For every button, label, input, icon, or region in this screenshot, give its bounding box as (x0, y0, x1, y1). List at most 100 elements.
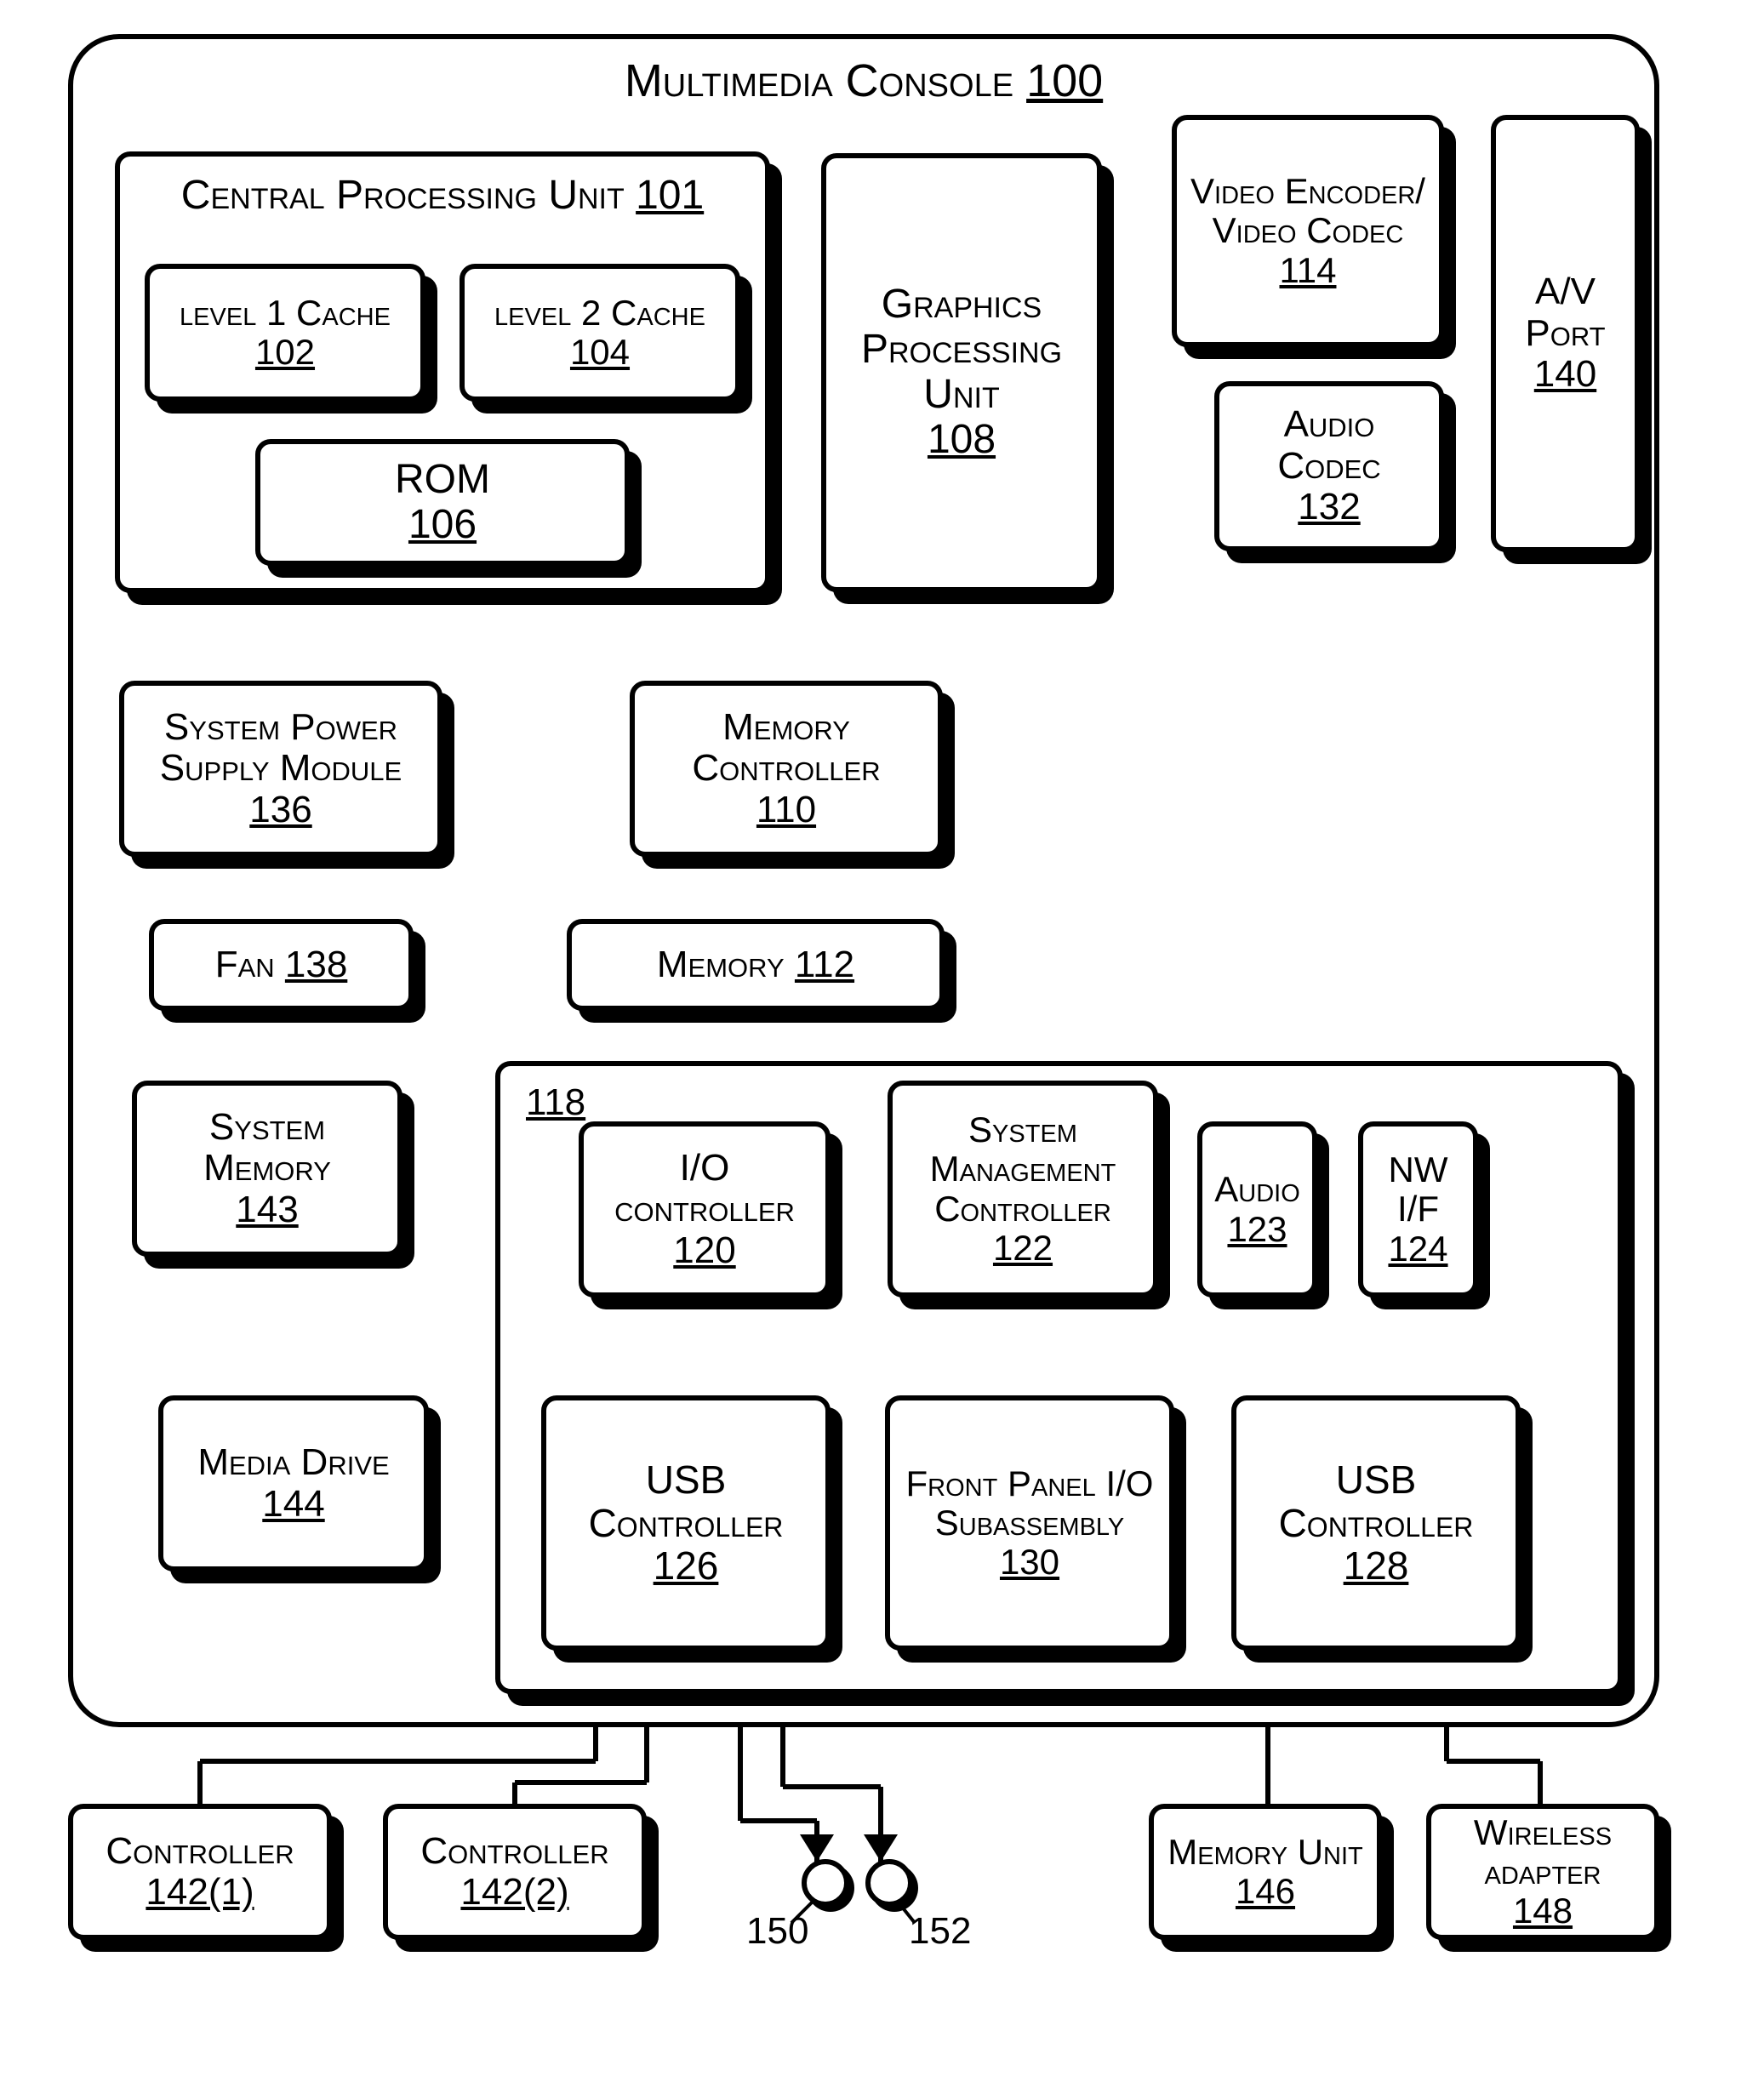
node-label-wrap: Media Drive144 (163, 1400, 424, 1566)
node-label-wrap: Audio123 (1202, 1127, 1312, 1292)
node-label-wrap: Controller142(2) (388, 1809, 642, 1935)
node-label: System Management Controller (901, 1110, 1145, 1229)
node-ref: 132 (1298, 487, 1360, 528)
node-label: Front Panel I/O Subassembly (899, 1464, 1161, 1543)
node-label-wrap: Wireless adapter148 (1431, 1809, 1654, 1935)
node-memunit: Memory Unit146 (1149, 1804, 1382, 1940)
node-fpio: Front Panel I/O Subassembly130 (885, 1395, 1174, 1651)
label-152: 152 (909, 1910, 971, 1953)
node-wireless: Wireless adapter148 (1426, 1804, 1659, 1940)
node-label-wrap: Graphics Processing Unit108 (826, 158, 1097, 587)
node-fan: Fan 138 (149, 919, 414, 1011)
node-media: Media Drive144 (158, 1395, 429, 1571)
node-ref: 120 (673, 1230, 735, 1271)
node-ref: 148 (1513, 1891, 1573, 1931)
node-ref: 122 (993, 1229, 1053, 1268)
node-label-wrap: System Memory143 (137, 1086, 397, 1252)
node-sps: System Power Supply Module136 (119, 681, 442, 857)
node-ref: 114 (1280, 251, 1337, 290)
node-l2: level 2 Cache104 (460, 264, 740, 402)
node-aud: Audio123 (1197, 1121, 1317, 1298)
node-label: level 2 Cache (494, 294, 705, 333)
node-label: USB Controller (1245, 1458, 1507, 1544)
node-sysmem: System Memory143 (132, 1081, 402, 1257)
node-label-wrap: Fan 138 (154, 924, 408, 1006)
node-av: A/V Port140 (1491, 115, 1640, 552)
node-ref: 123 (1227, 1210, 1287, 1249)
node-ref: 136 (249, 790, 311, 830)
node-ref: 138 (285, 944, 347, 985)
node-label-wrap: USB Controller128 (1236, 1400, 1516, 1646)
node-title: Central Processing Unit 101 (120, 157, 765, 219)
node-label-wrap: USB Controller126 (546, 1400, 825, 1646)
node-ref: 144 (262, 1484, 324, 1525)
node-label: ROM (395, 458, 490, 503)
node-smc: System Management Controller122 (888, 1081, 1158, 1298)
node-title: Multimedia Console 100 (73, 39, 1654, 107)
node-label: I/O controller (592, 1148, 817, 1230)
node-label: Media Drive (197, 1442, 389, 1483)
node-ref: 102 (255, 333, 315, 372)
node-label: Memory Controller (643, 707, 929, 790)
node-label: System Power Supply Module (133, 707, 429, 790)
node-ref: 108 (928, 418, 996, 463)
node-ref: 143 (236, 1189, 298, 1230)
node-ref: 106 (408, 503, 477, 548)
node-ctrl1: Controller142(1) (68, 1804, 332, 1940)
node-label-wrap: Memory Unit146 (1154, 1809, 1377, 1935)
node-ref: 118 (526, 1081, 585, 1123)
node-label: Memory (657, 944, 785, 985)
node-ref: 130 (1000, 1543, 1059, 1582)
node-ref: 126 (654, 1544, 719, 1588)
node-ioctl: I/O controller120 (579, 1121, 831, 1298)
node-label: Fan (215, 944, 275, 985)
node-label-wrap: Audio Codec132 (1219, 386, 1439, 546)
node-ref: 128 (1344, 1544, 1409, 1588)
node-label: Controller (106, 1831, 294, 1872)
node-ref: 124 (1388, 1229, 1447, 1269)
node-label-wrap: Controller142(1) (73, 1809, 327, 1935)
node-label: level 1 Cache (180, 294, 391, 333)
node-label-wrap: I/O controller120 (584, 1127, 825, 1292)
node-label: Wireless adapter (1440, 1813, 1646, 1891)
node-label: NW I/F (1372, 1150, 1464, 1229)
circle-c150 (802, 1859, 849, 1907)
node-ref: 142(1) (146, 1872, 254, 1913)
node-label: Audio Codec (1228, 404, 1430, 487)
node-gpu: Graphics Processing Unit108 (821, 153, 1102, 592)
node-ref: 100 (1026, 55, 1103, 106)
node-ctrl2: Controller142(2) (383, 1804, 647, 1940)
node-label: Graphics Processing Unit (835, 282, 1088, 417)
node-label: Central Processing Unit (181, 173, 625, 218)
node-label: Memory Unit (1167, 1833, 1363, 1872)
node-label-wrap: level 1 Cache102 (150, 269, 420, 396)
node-label-wrap: ROM106 (260, 444, 625, 561)
circle-c152 (865, 1859, 913, 1907)
node-label-wrap: NW I/F124 (1363, 1127, 1473, 1292)
node-label-wrap: level 2 Cache104 (465, 269, 735, 396)
node-ref: 140 (1534, 354, 1596, 395)
node-video: Video Encoder/ Video Codec114 (1172, 115, 1444, 347)
node-ref: 146 (1236, 1872, 1295, 1911)
node-usb2: USB Controller128 (1231, 1395, 1521, 1651)
node-label-wrap: Front Panel I/O Subassembly130 (890, 1400, 1169, 1646)
node-label: Controller (420, 1831, 608, 1872)
node-label-wrap: System Management Controller122 (893, 1086, 1153, 1292)
node-label: Audio (1214, 1170, 1300, 1209)
node-label-wrap: Memory Controller110 (635, 686, 938, 852)
node-ref: 104 (570, 333, 630, 372)
node-label: Video Encoder/ Video Codec (1185, 172, 1430, 250)
node-usb1: USB Controller126 (541, 1395, 831, 1651)
node-nwif: NW I/F124 (1358, 1121, 1478, 1298)
node-label-wrap: Memory 112 (572, 924, 939, 1006)
node-audio: Audio Codec132 (1214, 381, 1444, 551)
node-ref: 112 (795, 944, 854, 985)
node-label-wrap: A/V Port140 (1496, 120, 1635, 547)
node-label: Multimedia Console (625, 55, 1013, 106)
node-label: USB Controller (555, 1458, 817, 1544)
node-label-wrap: Video Encoder/ Video Codec114 (1177, 120, 1439, 342)
node-memctl: Memory Controller110 (630, 681, 943, 857)
node-label-wrap: System Power Supply Module136 (124, 686, 437, 852)
node-ref: 142(2) (460, 1872, 568, 1913)
node-label: System Memory (146, 1107, 389, 1189)
